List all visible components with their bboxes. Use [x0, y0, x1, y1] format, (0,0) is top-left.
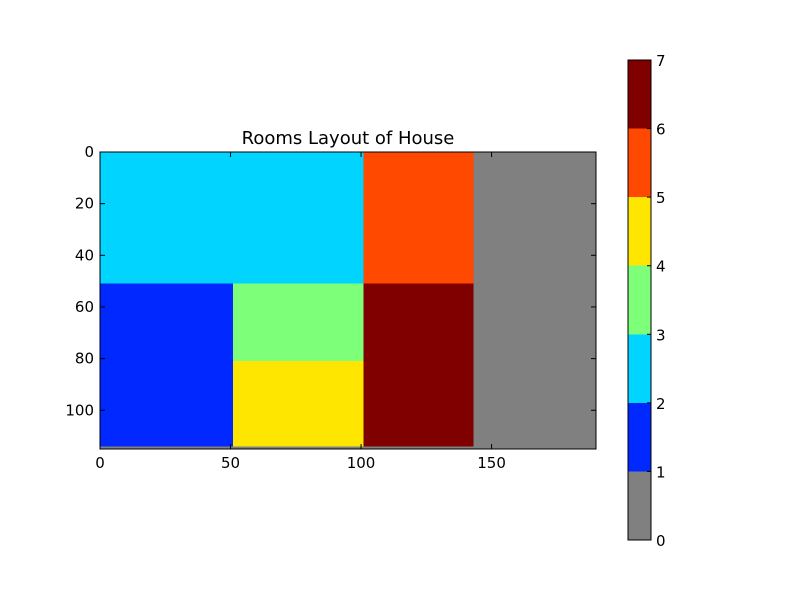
plot-area: 0 50 100 150 0 20 40 60 80 100	[65, 143, 597, 472]
colorbar-bin-6	[628, 60, 651, 129]
colorbar-tick-label-0: 0	[656, 532, 666, 550]
x-tick-label-1: 50	[221, 454, 240, 472]
colorbar-bin-2	[628, 334, 651, 403]
colorbar-tick-label-5: 5	[656, 189, 666, 207]
heatmap-cell-0	[100, 152, 364, 284]
plot-frame	[99, 151, 597, 450]
y-tick-label-3: 60	[75, 298, 94, 316]
colorbar-tick-label-6: 6	[656, 121, 666, 139]
colorbar-bin-4	[628, 197, 651, 266]
heatmap-cell-2	[473, 152, 596, 449]
x-tick-label-2: 100	[347, 454, 376, 472]
heatmap-cell-4	[233, 283, 364, 362]
colorbar-tick-label-1: 1	[656, 463, 666, 481]
colorbar-bin-1	[628, 402, 651, 472]
y-tick-label-5: 100	[65, 401, 94, 419]
heatmap-cell-7	[100, 446, 474, 449]
heatmap-cell-5	[233, 361, 364, 447]
x-tick-label-3: 150	[477, 454, 506, 472]
colorbar-tick-label-2: 2	[656, 395, 666, 413]
heatmap-cell-6	[363, 283, 474, 447]
colorbar-bin-3	[628, 265, 651, 335]
y-tick-label-4: 80	[75, 350, 94, 368]
y-tick-label-0: 0	[84, 143, 94, 161]
colorbar-tick-label-3: 3	[656, 326, 666, 344]
colorbar-bin-5	[628, 128, 651, 198]
colorbar-frame	[627, 59, 652, 541]
heatmap-cell-1	[363, 152, 474, 284]
y-tick-label-1: 20	[75, 195, 94, 213]
y-tick-label-2: 40	[75, 246, 94, 264]
colorbar-bin-0	[628, 471, 651, 540]
x-tick-label-0: 0	[95, 454, 105, 472]
colorbar-tick-label-7: 7	[656, 52, 666, 70]
colorbar: 0 1 2 3 4 5 6 7	[627, 52, 666, 550]
heatmap-cell-3	[100, 283, 234, 447]
chart-title: Rooms Layout of House	[242, 128, 455, 149]
colorbar-tick-label-4: 4	[656, 258, 666, 276]
